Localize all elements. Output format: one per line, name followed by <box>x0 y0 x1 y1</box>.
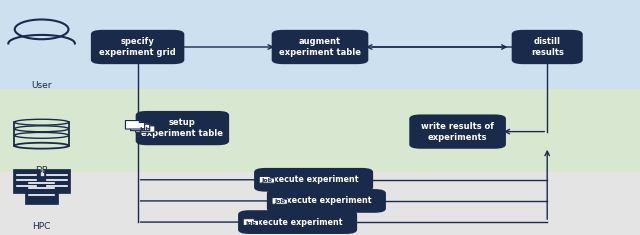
Text: execute experiment: execute experiment <box>281 196 372 205</box>
Bar <box>14 122 69 146</box>
Polygon shape <box>243 219 259 225</box>
Polygon shape <box>283 198 287 199</box>
Text: write results of
experiments: write results of experiments <box>421 121 494 142</box>
Bar <box>0 0 640 89</box>
Bar <box>0 89 640 172</box>
Text: User: User <box>31 81 52 90</box>
FancyBboxPatch shape <box>254 168 373 192</box>
Text: execute experiment: execute experiment <box>252 218 343 227</box>
Polygon shape <box>150 124 155 126</box>
Text: distill
results: distill results <box>531 37 564 57</box>
FancyBboxPatch shape <box>44 169 70 193</box>
Polygon shape <box>254 219 259 220</box>
Polygon shape <box>270 176 275 178</box>
Ellipse shape <box>14 143 69 149</box>
Ellipse shape <box>14 126 69 132</box>
Polygon shape <box>136 124 155 132</box>
Text: execute experiment: execute experiment <box>268 175 359 184</box>
Polygon shape <box>272 198 287 204</box>
FancyBboxPatch shape <box>136 111 229 145</box>
Polygon shape <box>125 121 145 129</box>
FancyBboxPatch shape <box>91 30 184 64</box>
Text: Job: Job <box>261 178 273 183</box>
FancyBboxPatch shape <box>410 114 506 149</box>
Text: DB: DB <box>35 166 48 175</box>
Ellipse shape <box>14 133 69 138</box>
Polygon shape <box>259 176 275 183</box>
Polygon shape <box>145 122 150 124</box>
Text: specify
experiment grid: specify experiment grid <box>99 37 176 57</box>
FancyBboxPatch shape <box>267 189 386 213</box>
FancyBboxPatch shape <box>13 169 40 193</box>
FancyBboxPatch shape <box>25 176 58 204</box>
Text: augment
experiment table: augment experiment table <box>279 37 361 57</box>
Ellipse shape <box>14 119 69 125</box>
FancyBboxPatch shape <box>238 210 357 234</box>
Text: HPC: HPC <box>33 222 51 231</box>
Text: Job: Job <box>245 220 257 226</box>
Text: setup
experiment table: setup experiment table <box>141 118 223 138</box>
FancyBboxPatch shape <box>272 30 369 64</box>
Polygon shape <box>140 121 145 122</box>
FancyBboxPatch shape <box>512 30 583 64</box>
Text: Job: Job <box>140 126 151 132</box>
Text: Job: Job <box>274 199 285 204</box>
Polygon shape <box>131 122 150 131</box>
Bar <box>0 172 640 235</box>
